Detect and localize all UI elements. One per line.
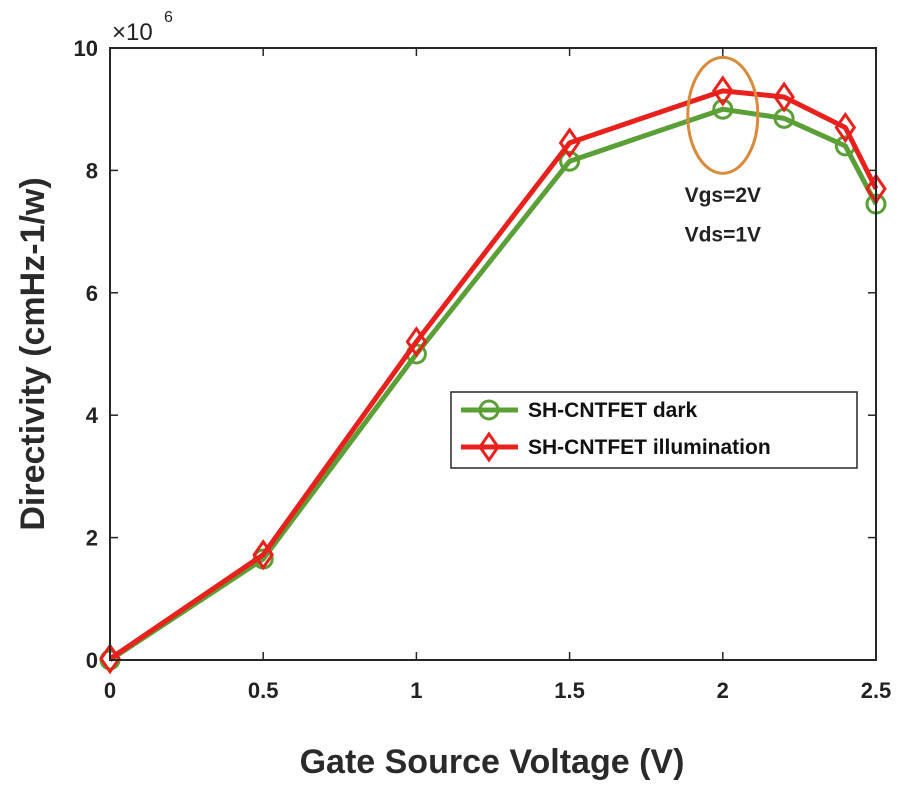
y-tick-label: 0	[86, 648, 98, 673]
data-point-illumination	[711, 75, 734, 107]
y-tick-label: 6	[86, 281, 98, 306]
legend-sample-illumination	[461, 431, 518, 463]
legend-sample-dark	[461, 399, 518, 421]
legend: SH-CNTFET dark SH-CNTFET illumination	[450, 391, 858, 469]
x-tick-label: 0	[104, 678, 116, 703]
series-line	[108, 88, 879, 661]
x-axis-title: Gate Source Voltage (V)	[300, 743, 685, 781]
y-tick-label: 4	[86, 403, 99, 428]
x-tick-label: 1.5	[554, 678, 585, 703]
annotation-vgs: Vgs=2V	[685, 184, 761, 207]
data-point-illumination	[252, 539, 275, 571]
legend-box	[450, 391, 858, 469]
legend-marker	[478, 399, 500, 421]
y-exponent-base: ×10	[112, 19, 153, 46]
data-point-illumination	[405, 326, 428, 358]
x-tick-label: 1	[410, 678, 422, 703]
y-axis-title: Directivity (cmHz-1/w)	[14, 177, 52, 530]
x-tick-label: 2.5	[861, 678, 892, 703]
data-point-illumination	[773, 81, 795, 113]
highlight-ellipse	[686, 55, 760, 175]
data-point-illumination	[99, 643, 121, 675]
y-exponent-power: 6	[164, 9, 173, 26]
series-illumination	[99, 75, 887, 675]
plot-area-frame	[109, 47, 877, 661]
legend-label-illumination: SH-CNTFET illumination	[528, 436, 771, 459]
y-tick-label: 10	[74, 36, 98, 61]
data-series	[99, 75, 887, 675]
legend-label-dark: SH-CNTFET dark	[528, 399, 698, 422]
series-line	[108, 106, 879, 663]
data-point-illumination	[834, 111, 857, 144]
legend-marker	[478, 431, 500, 463]
x-tick-label: 0.5	[248, 678, 279, 703]
annotation-vds: Vds=1V	[685, 224, 761, 247]
data-point-dark	[559, 150, 581, 172]
y-tick-label: 8	[86, 158, 98, 183]
data-point-illumination	[558, 127, 581, 159]
data-point-dark	[712, 98, 734, 120]
x-tick-label: 2	[717, 678, 729, 703]
tick-labels: 0 0.5 1 1.5 2 2.5 0 2 4 6 8 10	[74, 36, 892, 703]
y-tick-label: 2	[86, 526, 98, 551]
